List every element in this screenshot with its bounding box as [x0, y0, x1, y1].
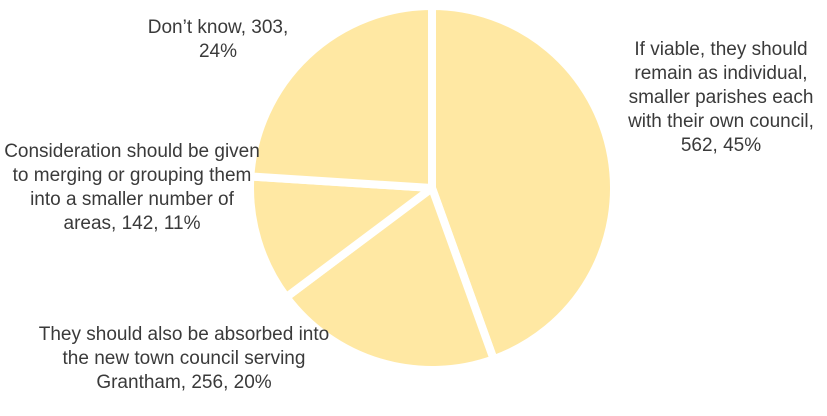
slice-absorbed: [282, 184, 498, 374]
slice-label-dont-know: Don’t know, 303, 24%: [147, 17, 289, 62]
slice-label-merge: Consideration should be given to merging…: [4, 141, 260, 234]
slice-label-remain-individual: If viable, they should remain as individ…: [628, 39, 814, 156]
slice-remain-individual: [428, 2, 618, 364]
slice-merge: [246, 172, 436, 302]
slice-label-absorbed: They should also be absorbed into the ne…: [38, 324, 330, 393]
slice-dont-know: [246, 2, 436, 192]
